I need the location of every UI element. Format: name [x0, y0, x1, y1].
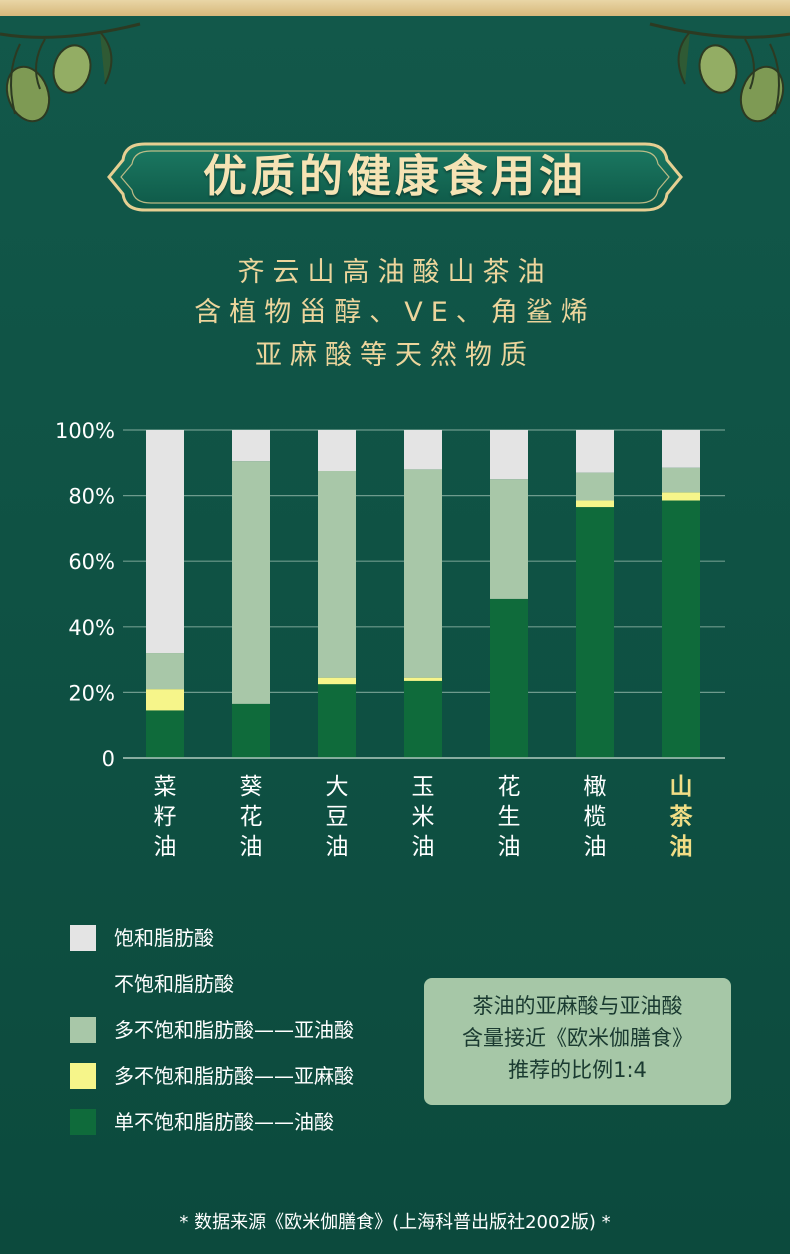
bar-segment-saturated: [576, 430, 614, 473]
legend-swatch-linoleic: [70, 1017, 96, 1043]
x-tick-label: 花: [240, 804, 263, 830]
subtitle-line-3: 亚麻酸等天然物质: [255, 340, 535, 371]
x-tick-label: 榄: [584, 804, 607, 830]
y-tick-label: 40%: [68, 616, 115, 640]
note-line-2: 含量接近《欧米伽膳食》: [462, 1026, 693, 1050]
y-tick-label: 80%: [68, 485, 115, 509]
x-tick-label: 山: [670, 774, 693, 800]
y-tick-label: 20%: [68, 681, 115, 705]
legend-label-unsaturated: 不饱和脂肪酸: [114, 972, 234, 996]
x-tick-label: 油: [498, 834, 521, 860]
x-tick-label: 茶: [670, 804, 694, 830]
bar-segment-linoleic: [146, 653, 184, 690]
x-tick-label: 花: [498, 774, 521, 800]
bar-segment-linolenic: [318, 677, 356, 685]
bar-segment-linoleic: [662, 467, 700, 493]
bar-segment-linoleic: [232, 461, 270, 704]
bar-segment-linoleic: [576, 472, 614, 501]
x-tick-label: 菜: [154, 774, 177, 800]
bar-segment-saturated: [232, 430, 270, 462]
x-tick-label: 油: [326, 834, 349, 860]
x-tick-label: 橄: [584, 774, 607, 800]
bar-segment-linolenic: [146, 689, 184, 711]
bar-segment-oleic: [490, 598, 528, 758]
legend-swatch-oleic: [70, 1109, 96, 1135]
note-line-3: 推荐的比例1:4: [508, 1058, 647, 1082]
x-tick-label: 生: [498, 804, 521, 830]
x-tick-label: 油: [412, 834, 435, 860]
top-gold-bar: [0, 0, 790, 16]
legend-swatch-saturated: [70, 925, 96, 951]
bar-segment-linolenic: [576, 500, 614, 508]
legend-label-linolenic: 多不饱和脂肪酸——亚麻酸: [114, 1064, 354, 1088]
bar-segment-linoleic: [404, 469, 442, 678]
page-title: 优质的健康食用油: [203, 151, 587, 202]
bar-segment-saturated: [490, 430, 528, 480]
bar-segment-oleic: [146, 710, 184, 758]
bar-segment-oleic: [404, 680, 442, 758]
bar-segment-saturated: [318, 430, 356, 471]
bar-segment-oleic: [576, 507, 614, 758]
y-tick-label: 100%: [55, 419, 115, 443]
bar-segment-oleic: [318, 684, 356, 758]
bar-segment-oleic: [232, 703, 270, 758]
legend-label-linoleic: 多不饱和脂肪酸——亚油酸: [114, 1018, 354, 1042]
title-banner: 优质的健康食用油: [105, 140, 685, 214]
x-tick-label: 油: [240, 834, 263, 860]
bar-segment-saturated: [662, 430, 700, 468]
x-tick-label: 大: [326, 774, 349, 800]
legend-label-saturated: 饱和脂肪酸: [114, 926, 214, 950]
x-tick-label: 玉: [412, 774, 435, 800]
x-tick-label: 油: [154, 834, 177, 860]
bar-segment-linolenic: [662, 492, 700, 501]
y-tick-label: 0: [102, 747, 115, 771]
note-line-1: 茶油的亚麻酸与亚油酸: [472, 994, 683, 1018]
x-tick-label: 油: [584, 834, 607, 860]
bar-segment-saturated: [404, 430, 442, 470]
legend-swatch-linolenic: [70, 1063, 96, 1089]
olive-branch-right-decoration: [649, 22, 790, 123]
x-tick-label: 油: [670, 834, 693, 860]
bar-segment-linoleic: [490, 479, 528, 599]
bar-segment-linoleic: [318, 471, 356, 678]
x-tick-label: 米: [412, 804, 435, 830]
subtitle-line-2: 含植物甾醇、VE、角鲨烯: [194, 297, 596, 328]
subtitle-line-1: 齐云山高油酸山茶油: [237, 257, 553, 288]
olive-branch-left-decoration: [0, 22, 141, 123]
bar-segment-oleic: [662, 500, 700, 758]
x-tick-label: 葵: [240, 774, 263, 800]
legend-label-oleic: 单不饱和脂肪酸——油酸: [114, 1110, 334, 1134]
bar-segment-linolenic: [404, 677, 442, 681]
y-tick-label: 60%: [68, 550, 115, 574]
x-tick-label: 豆: [326, 804, 349, 830]
bar-segment-saturated: [146, 430, 184, 654]
x-tick-label: 籽: [154, 804, 177, 830]
ratio-note-box: 茶油的亚麻酸与亚油酸 含量接近《欧米伽膳食》 推荐的比例1:4: [424, 978, 731, 1105]
data-source-footnote: * 数据来源《欧米伽膳食》(上海科普出版社2002版) *: [179, 1212, 611, 1233]
